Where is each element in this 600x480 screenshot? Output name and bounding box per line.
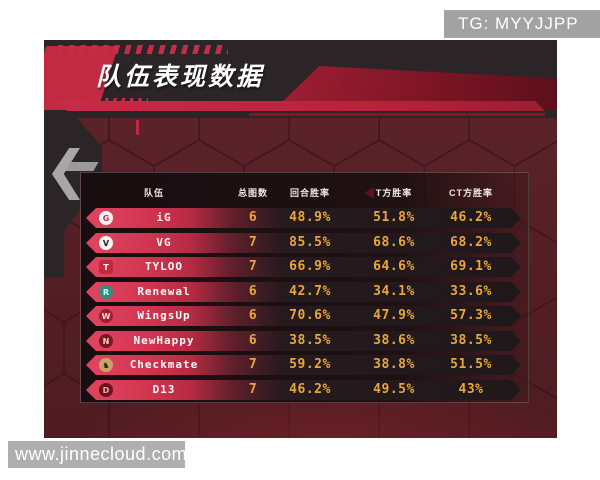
round-winrate-value: 70.6% [289,308,331,323]
total-maps-value: 6 [248,333,258,348]
ct-winrate-value: 68.2% [450,235,492,250]
team-name: NewHappy [133,334,195,347]
gray-slab-decoration [65,162,99,171]
total-maps-value: 7 [248,259,258,274]
t-winrate-value: 47.9% [373,308,415,323]
hatch-stripes-top [58,45,228,54]
round-winrate-value: 48.9% [289,210,331,225]
t-winrate-value: 51.8% [373,210,415,225]
table-row: R Renewal 6 42.7% 34.1% 33.6% [86,282,521,302]
col-header-total-maps: 总图数 [237,188,268,198]
round-winrate-value: 46.2% [289,382,331,397]
total-maps-value: 7 [248,235,258,250]
content-area: 队伍表现数据 队伍 总图数 回合胜率 T方胜率 CT方胜率 G iG 6 48.… [44,40,557,438]
t-winrate-value: 38.6% [373,333,415,348]
ct-winrate-value: 38.5% [450,333,492,348]
col-header-t-winrate: T方胜率 [375,188,413,198]
team-name: VG [156,236,172,249]
ct-winrate-value: 46.2% [450,210,492,225]
round-winrate-value: 38.5% [289,333,331,348]
ct-winrate-value: 43% [458,382,484,397]
team-logo-icon: D [99,383,113,397]
team-logo-icon: ♞ [99,358,113,372]
team-name: TYLOO [144,260,184,273]
table-row: V VG 7 85.5% 68.6% 68.2% [86,233,521,253]
tg-contact-badge: TG: MYYJJPP [444,10,600,38]
t-winrate-value: 64.6% [373,259,415,274]
ct-winrate-value: 51.5% [450,357,492,372]
team-name: D13 [152,383,176,396]
col-header-team: 队伍 [143,188,164,198]
team-name: WingsUp [137,309,191,322]
total-maps-value: 7 [248,382,258,397]
team-logo-icon: W [99,309,113,323]
ct-winrate-value: 57.3% [450,308,492,323]
total-maps-value: 7 [248,357,258,372]
team-name: iG [156,211,172,224]
header-arrow-decoration [364,187,374,199]
banner-red-bar [59,101,545,111]
ct-winrate-value: 33.6% [450,284,492,299]
website-watermark: www.jinnecloud.com [8,441,187,468]
round-winrate-value: 85.5% [289,235,331,250]
table-row: T TYLOO 7 66.9% 64.6% 69.1% [86,257,521,277]
round-winrate-value: 42.7% [289,284,331,299]
team-logo-icon: R [99,285,113,299]
banner-red-tick [136,120,139,135]
table-row: ♞ Checkmate 7 59.2% 38.8% 51.5% [86,355,521,375]
t-winrate-value: 34.1% [373,284,415,299]
col-header-ct-winrate: CT方胜率 [449,188,493,198]
round-winrate-value: 59.2% [289,357,331,372]
col-header-round-winrate: 回合胜率 [289,188,330,198]
total-maps-value: 6 [248,284,258,299]
table-row: W WingsUp 6 70.6% 47.9% 57.3% [86,306,521,326]
banner-red-line [249,113,545,116]
round-winrate-value: 66.9% [289,259,331,274]
page-title: 队伍表现数据 [96,63,265,91]
team-logo-icon: T [99,260,113,274]
table-row: G iG 6 48.9% 51.8% 46.2% [86,208,521,228]
ct-winrate-value: 69.1% [450,259,492,274]
t-winrate-value: 38.8% [373,357,415,372]
team-name: Checkmate [129,358,199,371]
team-logo-icon: G [99,211,113,225]
table-row: N NewHappy 6 38.5% 38.6% 38.5% [86,331,521,351]
team-name: Renewal [137,285,191,298]
table-row: D D13 7 46.2% 49.5% 43% [86,380,521,400]
team-stats-panel: 队伍 总图数 回合胜率 T方胜率 CT方胜率 G iG 6 48.9% 51.8… [80,172,529,403]
t-winrate-value: 68.6% [373,235,415,250]
total-maps-value: 6 [248,210,258,225]
t-winrate-value: 49.5% [373,382,415,397]
team-logo-icon: V [99,236,113,250]
total-maps-value: 6 [248,308,258,323]
team-logo-icon: N [99,334,113,348]
